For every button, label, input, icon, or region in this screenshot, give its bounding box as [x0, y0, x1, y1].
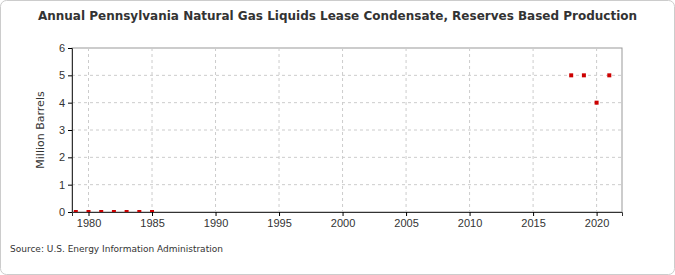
- y-tick: 3: [59, 124, 72, 136]
- x-tick-mark: [89, 212, 90, 216]
- y-tick-mark: [68, 103, 72, 104]
- x-tick: 1985: [140, 212, 164, 229]
- x-tick-mark: [279, 212, 280, 216]
- x-tick-mark: [343, 212, 344, 216]
- x-tick: 2005: [394, 212, 418, 229]
- x-tick: 2015: [521, 212, 545, 229]
- x-tick-label: 2020: [585, 217, 609, 229]
- y-axis-title: Million Barrels: [34, 91, 47, 169]
- x-tick-mark: [152, 212, 153, 216]
- y-tick: 5: [59, 69, 72, 81]
- chart: Annual Pennsylvania Natural Gas Liquids …: [0, 0, 675, 275]
- x-tick: 1980: [77, 212, 101, 229]
- grid-line: [72, 130, 622, 131]
- x-tick-mark: [597, 212, 598, 216]
- source: Source: U.S. Energy Information Administ…: [10, 244, 223, 254]
- grid-line: [342, 48, 343, 212]
- grid-line: [88, 48, 89, 212]
- y-axis-line: [68, 49, 73, 213]
- point: [150, 210, 154, 212]
- grid-line: [152, 48, 153, 212]
- x-tick: 2000: [331, 212, 355, 229]
- y-tick: 0: [59, 206, 72, 218]
- point: [87, 210, 91, 212]
- grid-line: [406, 48, 407, 212]
- title: Annual Pennsylvania Natural Gas Liquids …: [38, 9, 637, 23]
- plot-frame: [72, 48, 622, 212]
- y-tick-mark: [68, 157, 72, 158]
- y-tick-mark: [68, 185, 72, 186]
- y-tick-label: 3: [59, 124, 65, 136]
- grid-line: [72, 75, 622, 76]
- x-tick-mark: [533, 212, 534, 216]
- point: [569, 73, 573, 77]
- y-tick-mark: [68, 48, 72, 49]
- y-tick-label: 2: [59, 151, 65, 163]
- x-tick: 2010: [458, 212, 482, 229]
- x-tick-label: 2005: [394, 217, 418, 229]
- y-axis: 0 1 2 3 4 5 6: [59, 42, 73, 218]
- point: [595, 101, 599, 105]
- point: [74, 210, 78, 212]
- grid-line: [596, 48, 597, 212]
- grid-line: [279, 48, 280, 212]
- x-tick-label: 1995: [267, 217, 291, 229]
- grid-line: [72, 48, 622, 49]
- point: [125, 210, 129, 212]
- point: [582, 73, 586, 77]
- y-tick: 2: [59, 151, 72, 163]
- x-tick-label: 2010: [458, 217, 482, 229]
- x-tick: 1990: [204, 212, 228, 229]
- grid-line: [533, 48, 534, 212]
- x-axis: 1980 1985 1990 1995 2000 2005 2010 2015 2020: [73, 212, 623, 229]
- points: [74, 73, 611, 212]
- background: [1, 1, 675, 275]
- y-tick-mark: [68, 130, 72, 131]
- y-tick-mark: [68, 212, 72, 213]
- y-tick-label: 1: [59, 179, 65, 191]
- y-tick: 6: [59, 42, 72, 54]
- y-tick-label: 5: [59, 69, 65, 81]
- y-tick: 4: [59, 97, 72, 109]
- x-tick: 2020: [585, 212, 609, 229]
- grid-line: [72, 157, 622, 158]
- x-tick-label: 2015: [521, 217, 545, 229]
- y-tick-label: 0: [59, 206, 65, 218]
- y-tick-label: 4: [59, 97, 65, 109]
- x-tick-label: 1980: [77, 217, 101, 229]
- point: [607, 73, 611, 77]
- y-tick-mark: [68, 75, 72, 76]
- x-tick-mark: [406, 212, 407, 216]
- grid-line: [72, 184, 622, 185]
- point: [99, 210, 103, 212]
- y-tick: 1: [59, 179, 72, 191]
- grid-line: [72, 102, 622, 103]
- point: [137, 210, 141, 212]
- x-tick-mark: [470, 212, 471, 216]
- x-axis-line: [73, 213, 623, 217]
- x-tick-label: 1990: [204, 217, 228, 229]
- grid-line: [215, 48, 216, 212]
- y-tick-label: 6: [59, 42, 65, 54]
- grid-line: [469, 48, 470, 212]
- x-tick-mark: [216, 212, 217, 216]
- x-tick-label: 1985: [140, 217, 164, 229]
- x-tick: 1995: [267, 212, 291, 229]
- grid: [72, 48, 622, 212]
- x-tick-label: 2000: [331, 217, 355, 229]
- point: [112, 210, 116, 212]
